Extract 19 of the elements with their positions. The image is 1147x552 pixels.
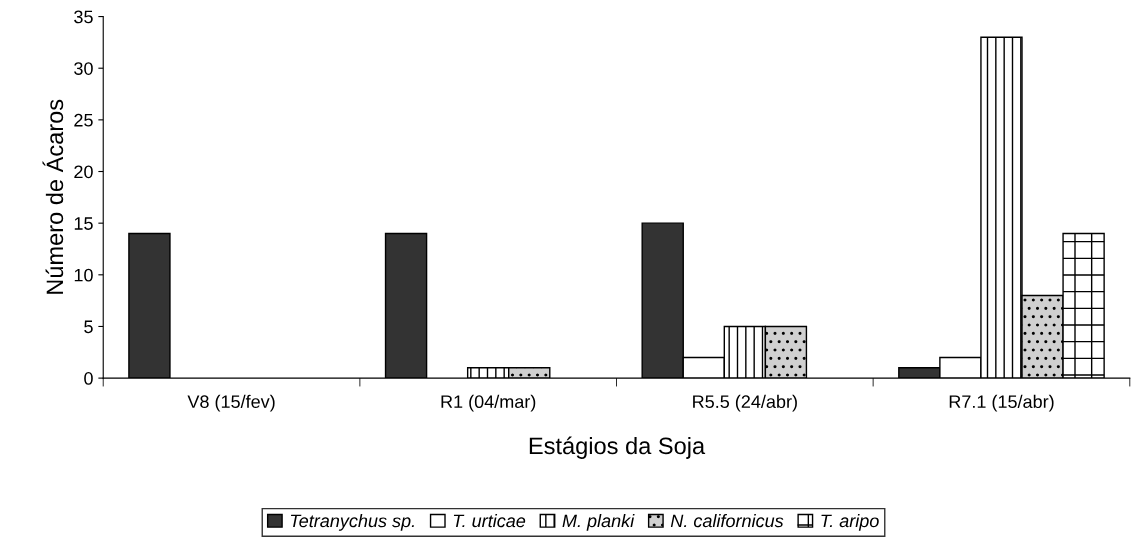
legend-label: T. urticae [453,514,526,528]
y-tick-label: 10 [74,268,93,282]
legend-label: M. planki [562,514,635,531]
y-tick-label: 0 [84,372,93,385]
y-tick-label: 25 [74,113,93,127]
legend-label: T. aripo [821,514,879,531]
y-tick-label: 15 [74,217,93,230]
legend-label: Tetranychus sp. [290,514,414,531]
y-tick-label: 30 [74,62,93,75]
x-axis-title: Estágios da Soja [529,436,706,459]
x-tick-label: V8 (15/fev) [187,394,275,412]
x-tick-label: R7.1 (15/abr) [949,394,1054,412]
y-tick-label: 35 [74,10,93,24]
x-tick-label: R5.5 (24/abr) [693,394,797,412]
legend-label: N. californicus [670,514,784,528]
y-axis-title: Número de Ácaros [42,99,64,294]
x-tick-label: R1 (04/mar) [441,394,536,412]
y-tick-label: 20 [74,165,93,179]
y-tick-label: 5 [84,320,93,334]
